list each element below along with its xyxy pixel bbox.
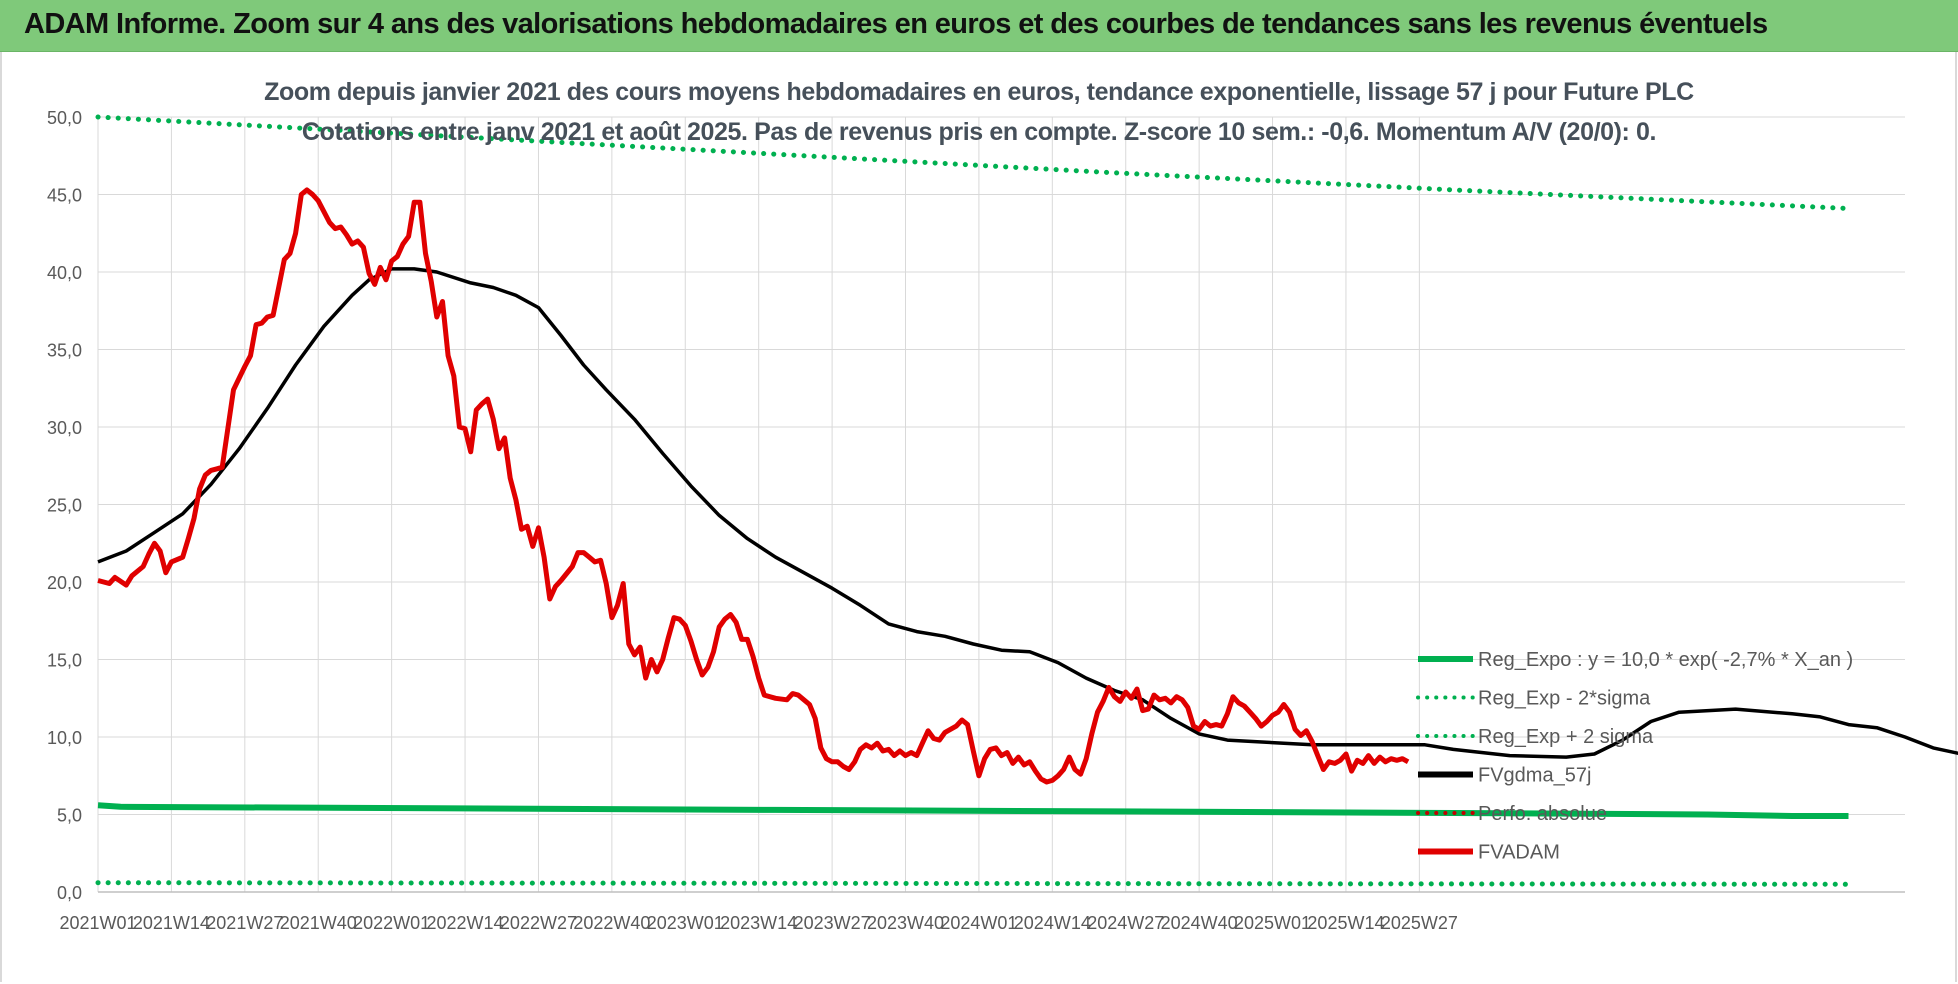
y-tick-label: 0,0 <box>57 883 82 903</box>
reg-expo-band-line-1 <box>95 880 1851 887</box>
header-banner: ADAM Informe. Zoom sur 4 ans des valoris… <box>0 0 1958 52</box>
page-title: ADAM Informe. Zoom sur 4 ans des valoris… <box>24 8 1768 40</box>
x-tick-label: 2024W27 <box>1087 913 1164 933</box>
x-tick-label: 2023W14 <box>720 913 797 933</box>
x-tick-label: 2022W01 <box>353 913 430 933</box>
fvadam-line <box>97 187 1410 785</box>
chart-area: 0,0 5,0 10,0 15,0 20,0 25,0 30,0 35,0 40,0 45,0 50… <box>0 52 1958 984</box>
x-tick-label: 2021W01 <box>59 913 136 933</box>
x-tick-label: 2025W14 <box>1307 913 1384 933</box>
x-tick-label: 2025W01 <box>1234 913 1311 933</box>
legend-label: Reg_Exp + 2 sigma <box>1478 726 1654 748</box>
x-tick-label: 2021W14 <box>133 913 210 933</box>
reg-expo-line <box>97 802 1849 819</box>
fvgdma-line <box>97 267 1958 759</box>
y-tick-label: 25,0 <box>47 496 82 516</box>
legend-label: FVgdma_57j <box>1478 765 1591 787</box>
y-tick-label: 45,0 <box>47 186 82 206</box>
y-tick-label: 50,0 <box>47 108 82 128</box>
x-tick-label: 2023W40 <box>867 913 944 933</box>
frame-right-line <box>1955 52 1957 982</box>
legend-label: Reg_Exp - 2*sigma <box>1478 688 1651 710</box>
y-tick-label: 35,0 <box>47 341 82 361</box>
y-tick-label: 40,0 <box>47 263 82 283</box>
y-tick-label: 20,0 <box>47 573 82 593</box>
legend-label: Perfo. absolue <box>1478 803 1607 825</box>
chart-subtitle: Cotations entre janv 2021 et août 2025. … <box>301 118 1657 146</box>
x-tick-label: 2021W40 <box>280 913 357 933</box>
y-tick-label: 15,0 <box>47 651 82 671</box>
x-tick-label: 2025W27 <box>1381 913 1458 933</box>
x-tick-label: 2022W40 <box>573 913 650 933</box>
x-tick-label: 2024W14 <box>1014 913 1091 933</box>
reg-expo-band-line-2 <box>95 114 1851 211</box>
x-tick-label: 2024W01 <box>940 913 1017 933</box>
x-tick-label: 2022W27 <box>500 913 577 933</box>
x-tick-label: 2024W40 <box>1161 913 1238 933</box>
line-chart: 0,0 5,0 10,0 15,0 20,0 25,0 30,0 35,0 40,0 45,0 50… <box>47 108 1958 933</box>
y-tick-label: 10,0 <box>47 728 82 748</box>
x-tick-label: 2023W27 <box>794 913 871 933</box>
x-tick-label: 2021W27 <box>206 913 283 933</box>
frame-left-line <box>0 52 2 982</box>
y-tick-label: 30,0 <box>47 418 82 438</box>
y-tick-label: 5,0 <box>57 806 82 826</box>
legend-label: FVADAM <box>1478 842 1560 864</box>
chart-title: Zoom depuis janvier 2021 des cours moyen… <box>264 78 1694 106</box>
legend-label: Reg_Expo : y = 10,0 * exp( -2,7% * X_an … <box>1478 649 1853 671</box>
x-tick-label: 2022W14 <box>427 913 504 933</box>
x-tick-label: 2023W01 <box>647 913 724 933</box>
